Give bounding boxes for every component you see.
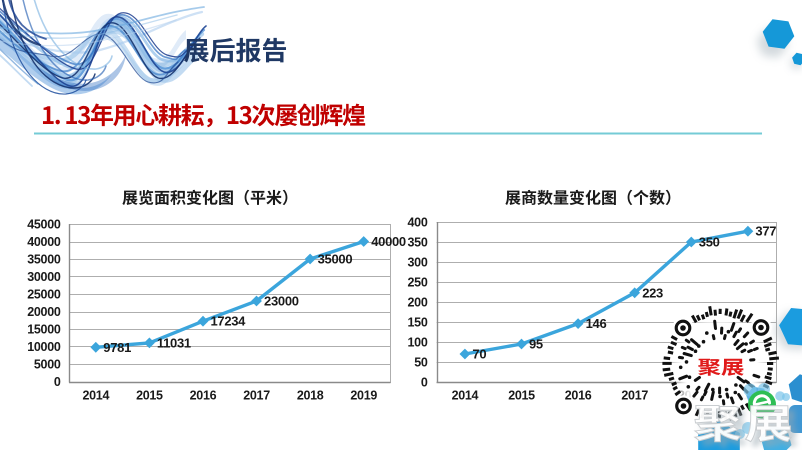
svg-text:30000: 30000 — [27, 270, 61, 284]
svg-text:45000: 45000 — [27, 217, 61, 231]
svg-text:146: 146 — [586, 316, 607, 331]
svg-text:2019: 2019 — [350, 389, 377, 403]
svg-text:400: 400 — [408, 215, 428, 229]
svg-text:250: 250 — [408, 275, 428, 289]
svg-text:2018: 2018 — [297, 389, 324, 403]
svg-text:300: 300 — [408, 255, 428, 269]
svg-text:200: 200 — [408, 295, 428, 309]
svg-text:10000: 10000 — [27, 340, 61, 354]
svg-text:223: 223 — [642, 285, 663, 300]
svg-text:2016: 2016 — [190, 389, 217, 403]
svg-text:2017: 2017 — [621, 389, 648, 403]
svg-text:2014: 2014 — [82, 389, 109, 403]
svg-text:9781: 9781 — [103, 340, 131, 355]
svg-text:40000: 40000 — [27, 235, 61, 249]
svg-text:2015: 2015 — [136, 389, 163, 403]
svg-text:40000: 40000 — [371, 234, 406, 249]
svg-text:50: 50 — [414, 355, 428, 369]
svg-text:25000: 25000 — [27, 287, 61, 301]
svg-text:350: 350 — [699, 235, 720, 250]
svg-text:100: 100 — [408, 335, 428, 349]
svg-text:11031: 11031 — [157, 335, 191, 350]
svg-text:23000: 23000 — [264, 294, 299, 309]
svg-text:35000: 35000 — [27, 252, 61, 266]
svg-text:95: 95 — [529, 337, 543, 352]
svg-text:5000: 5000 — [34, 357, 61, 371]
svg-text:150: 150 — [408, 315, 428, 329]
svg-text:2016: 2016 — [565, 389, 592, 403]
svg-text:20000: 20000 — [27, 305, 61, 319]
svg-text:2015: 2015 — [508, 389, 535, 403]
svg-text:0: 0 — [54, 375, 61, 389]
svg-text:2017: 2017 — [243, 389, 270, 403]
svg-text:35000: 35000 — [318, 252, 353, 267]
svg-text:70: 70 — [472, 347, 486, 362]
svg-text:377: 377 — [755, 224, 776, 239]
svg-text:0: 0 — [421, 375, 428, 389]
svg-text:2014: 2014 — [452, 389, 479, 403]
svg-text:350: 350 — [408, 235, 428, 249]
svg-text:17234: 17234 — [210, 314, 246, 329]
svg-text:15000: 15000 — [27, 322, 61, 336]
